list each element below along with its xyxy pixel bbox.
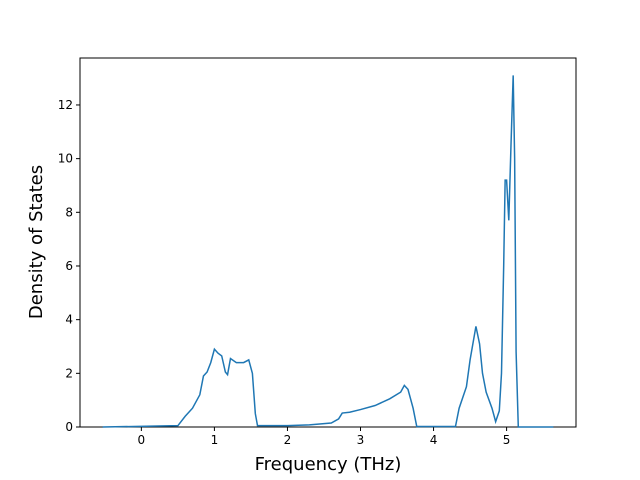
x-tick-label: 5 — [503, 433, 511, 447]
x-tick-label: 1 — [211, 433, 219, 447]
y-tick-label: 0 — [65, 420, 73, 434]
x-axis-label: Frequency (THz) — [255, 454, 402, 475]
y-axis-label: Density of States — [26, 165, 47, 319]
y-tick-label: 10 — [58, 152, 73, 166]
plot-frame — [79, 57, 577, 428]
x-tick-label: 0 — [138, 433, 146, 447]
y-tick-label: 6 — [65, 259, 73, 273]
y-tick-label: 2 — [65, 366, 73, 380]
y-tick-label: 8 — [65, 205, 73, 219]
x-tick-label: 3 — [357, 433, 365, 447]
x-tick-label: 4 — [430, 433, 438, 447]
x-tick-label: 2 — [284, 433, 292, 447]
line — [102, 75, 554, 428]
y-tick-label: 12 — [58, 98, 73, 112]
y-tick-label: 4 — [65, 313, 73, 327]
